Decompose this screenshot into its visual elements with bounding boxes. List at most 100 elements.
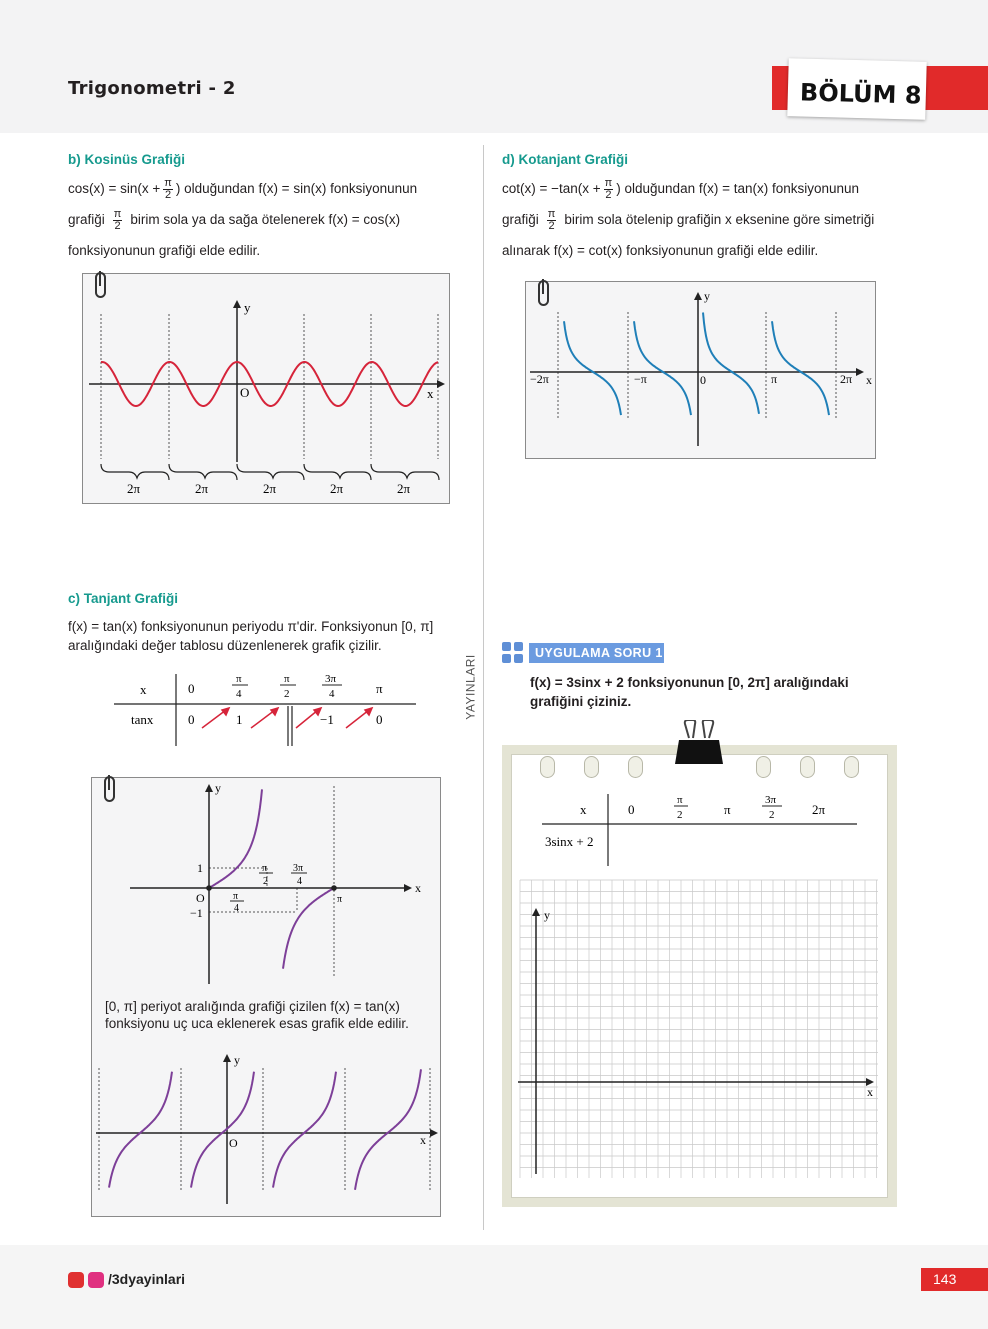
page-footer — [0, 1245, 988, 1329]
tick-label: π — [233, 891, 238, 902]
y-axis-label: y — [215, 781, 221, 795]
question-line: grafiğini çiziniz. — [530, 694, 632, 709]
ring-hole — [756, 756, 771, 778]
tick-label: π — [771, 372, 777, 386]
frac-num: π — [603, 177, 614, 190]
youtube-icon — [68, 1272, 84, 1289]
notepad — [502, 745, 897, 1207]
cotangent-graph-box: y x 0 −2π −π π 2π — [525, 279, 876, 459]
table-cell: 0 — [188, 681, 195, 696]
frac-den: 2 — [114, 220, 121, 232]
table-cell: 3π — [765, 794, 777, 806]
cotangent-curve — [563, 312, 830, 416]
section-d-line1: cot(x) = −tan(x + π 2 ) olduğundan f(x) = t… — [502, 178, 859, 201]
binder-clip-icon — [675, 720, 723, 764]
text-part: ) olduğundan f(x) = tan(x) fonksiyonunun — [616, 181, 860, 197]
tick-label: −1 — [190, 906, 203, 920]
question-line: f(x) = 3sinx + 2 fonksiyonunun [0, 2π] a… — [530, 675, 849, 690]
tick-label: 4 — [297, 876, 302, 887]
paperclip-icon — [95, 271, 106, 298]
tan-value-table: x tanx 0 π 4 π 2 3π 4 π 0 1 −1 0 — [114, 673, 416, 746]
x-axis-label: x — [415, 881, 421, 895]
origin-point — [206, 885, 212, 891]
text-part: grafiği — [68, 212, 105, 228]
exercise-badge-label: UYGULAMA SORU 1 — [529, 643, 664, 663]
origin-label: O — [196, 891, 205, 905]
chapter-label: BÖLÜM 8 — [799, 78, 922, 110]
social-handle[interactable]: /3dyayinlari — [68, 1271, 186, 1289]
side-label-text: YAYINLARI — [463, 654, 478, 720]
period-label: 2π — [195, 481, 209, 496]
y-axis-label: y — [244, 300, 251, 315]
period-label: 2π — [127, 481, 141, 496]
table-cell: 2 — [677, 809, 683, 821]
table-header: x — [140, 682, 147, 697]
table-cell: −1 — [320, 712, 334, 727]
publisher-side-label: YAYINLARI — [464, 640, 494, 750]
cosine-graph: y x O 2π 2π 2π 2π 2π — [89, 300, 445, 496]
exercise-worksheet: x 3sinx + 2 0 π 2 π 3π 2 2π y x — [518, 794, 878, 1178]
social-handle-text: /3dyayinlari — [108, 1271, 186, 1287]
table-cell: 0 — [628, 802, 635, 817]
cosine-graph-box: y x O 2π 2π 2π 2π 2π — [82, 271, 450, 504]
cosine-curve — [100, 360, 439, 408]
instagram-icon — [88, 1272, 104, 1289]
exercise-question: f(x) = 3sinx + 2 fonksiyonunun [0, 2π] a… — [530, 673, 849, 711]
graph-paper-grid — [519, 879, 878, 1178]
table-header: x — [580, 802, 587, 817]
section-b-line3: fonksiyonunun grafiği elde edilir. — [68, 243, 261, 258]
origin-label: O — [229, 1136, 238, 1150]
table-cell: π — [677, 794, 683, 806]
tick-label: 2π — [840, 372, 852, 386]
frac-den: 2 — [165, 189, 172, 201]
origin-label: 0 — [700, 373, 706, 387]
table-cell: 1 — [236, 712, 243, 727]
x-axis-label: x — [867, 1085, 873, 1099]
text-part: ) olduğundan f(x) = sin(x) fonksiyonunun — [175, 181, 418, 197]
tangent-caption-2: fonksiyonu uç uca eklenerek esas grafik … — [105, 1016, 409, 1031]
tick-label: 4 — [234, 903, 239, 914]
notepad-page — [511, 754, 888, 1198]
x-axis-label: x — [427, 386, 434, 401]
table-cell: 4 — [236, 688, 242, 700]
column-divider — [483, 145, 484, 1230]
section-b-title: b) Kosinüs Grafiği — [68, 152, 186, 167]
period-label: 2π — [397, 481, 411, 496]
period-label: 2π — [263, 481, 277, 496]
period-braces — [100, 463, 440, 481]
x-axis-label: x — [866, 373, 872, 387]
frac-num: π — [546, 208, 557, 221]
section-c-title: c) Tanjant Grafiği — [68, 591, 179, 606]
table-cell: 2π — [812, 802, 826, 817]
tangent-graph-box: y x O 1 −1 π 4 π 2 3π 4 π y x O [0, π] p… — [91, 775, 441, 1217]
y-axis-label: y — [704, 289, 710, 303]
tangent-caption-1: [0, π] periyot aralığında grafiği çizile… — [105, 999, 400, 1014]
text-part: cot(x) = −tan(x + — [502, 181, 601, 197]
table-header: tanx — [131, 712, 154, 727]
section-d-line3: alınarak f(x) = cot(x) fonksiyonunun gra… — [502, 243, 819, 258]
table-cell: 0 — [188, 712, 195, 727]
origin-label: O — [240, 385, 249, 400]
period-label: 2π — [330, 481, 344, 496]
section-d-title: d) Kotanjant Grafiği — [502, 152, 628, 167]
paperclip-icon — [104, 775, 115, 802]
y-axis-label: y — [234, 1053, 240, 1067]
cotangent-graph: y x 0 −2π −π π 2π — [530, 289, 872, 446]
x-axis-label: x — [420, 1133, 426, 1147]
ring-hole — [800, 756, 815, 778]
table-cell: 2 — [769, 809, 775, 821]
tick-label: 2 — [263, 876, 268, 887]
text-part: cos(x) = sin(x + — [68, 181, 161, 197]
grid-icon — [502, 642, 524, 664]
text-part: birim sola ya da sağa ötelenerek f(x) = … — [130, 212, 401, 228]
increase-arrows — [201, 706, 374, 729]
pi-point — [331, 885, 337, 891]
tick-label: π — [337, 894, 342, 905]
frac-den: 2 — [605, 189, 612, 201]
tick-label: 1 — [197, 861, 203, 875]
section-b-line1: cos(x) = sin(x + π 2) olduğundan f(x) = si… — [68, 178, 417, 201]
section-c-line1: f(x) = tan(x) fonksiyonunun periyodu π'd… — [68, 619, 434, 634]
tick-label: 3π — [293, 863, 303, 874]
